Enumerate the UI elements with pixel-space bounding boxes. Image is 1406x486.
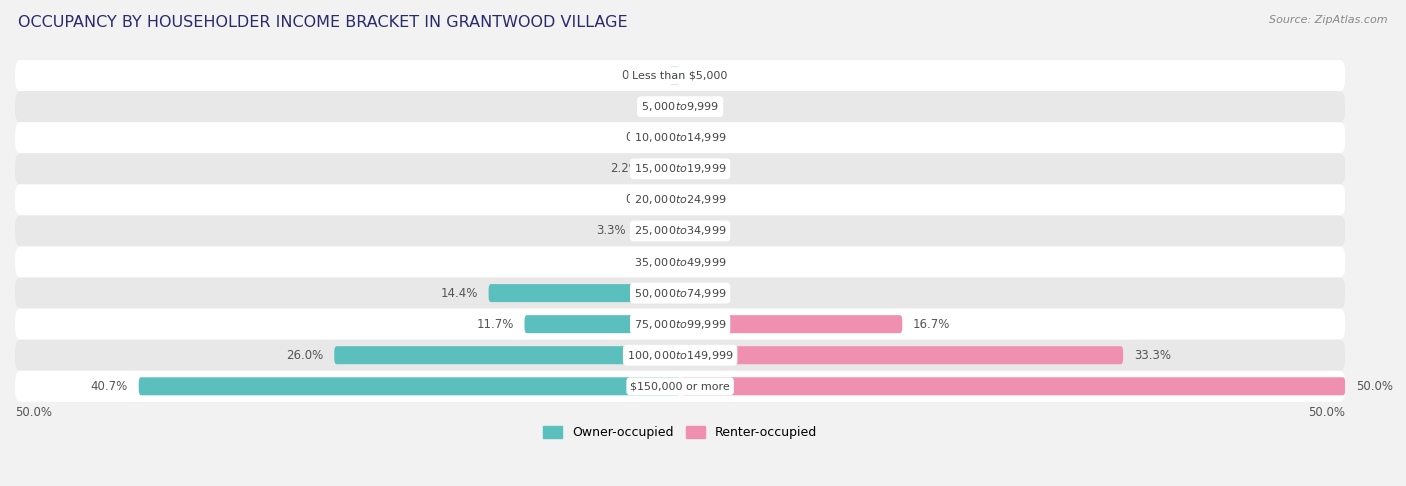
- FancyBboxPatch shape: [637, 222, 681, 240]
- Text: 0.0%: 0.0%: [686, 162, 717, 175]
- Text: 0.0%: 0.0%: [686, 225, 717, 238]
- Text: 50.0%: 50.0%: [1355, 380, 1393, 393]
- FancyBboxPatch shape: [15, 371, 1346, 402]
- Text: 0.54%: 0.54%: [626, 193, 662, 207]
- Text: 16.7%: 16.7%: [912, 318, 950, 330]
- Text: $10,000 to $14,999: $10,000 to $14,999: [634, 131, 727, 144]
- Text: Less than $5,000: Less than $5,000: [633, 70, 728, 81]
- FancyBboxPatch shape: [15, 122, 1346, 153]
- FancyBboxPatch shape: [651, 160, 681, 178]
- Text: Source: ZipAtlas.com: Source: ZipAtlas.com: [1270, 15, 1388, 25]
- Text: $50,000 to $74,999: $50,000 to $74,999: [634, 287, 727, 299]
- Text: 0.0%: 0.0%: [686, 69, 717, 82]
- Text: $75,000 to $99,999: $75,000 to $99,999: [634, 318, 727, 330]
- FancyBboxPatch shape: [15, 309, 1346, 340]
- FancyBboxPatch shape: [139, 377, 681, 395]
- Text: $25,000 to $34,999: $25,000 to $34,999: [634, 225, 727, 238]
- Text: 0.0%: 0.0%: [686, 131, 717, 144]
- FancyBboxPatch shape: [681, 377, 1346, 395]
- Text: 3.3%: 3.3%: [596, 225, 626, 238]
- FancyBboxPatch shape: [15, 184, 1346, 215]
- Text: 33.3%: 33.3%: [1133, 349, 1171, 362]
- Text: 0.0%: 0.0%: [686, 193, 717, 207]
- Text: 50.0%: 50.0%: [15, 405, 52, 418]
- Text: OCCUPANCY BY HOUSEHOLDER INCOME BRACKET IN GRANTWOOD VILLAGE: OCCUPANCY BY HOUSEHOLDER INCOME BRACKET …: [18, 15, 628, 30]
- FancyBboxPatch shape: [673, 191, 681, 209]
- Text: 40.7%: 40.7%: [91, 380, 128, 393]
- Text: 11.7%: 11.7%: [477, 318, 513, 330]
- FancyBboxPatch shape: [15, 153, 1346, 184]
- Text: 0.81%: 0.81%: [621, 69, 659, 82]
- Text: $35,000 to $49,999: $35,000 to $49,999: [634, 256, 727, 269]
- Text: $100,000 to $149,999: $100,000 to $149,999: [627, 349, 734, 362]
- Text: 50.0%: 50.0%: [1308, 405, 1346, 418]
- Legend: Owner-occupied, Renter-occupied: Owner-occupied, Renter-occupied: [538, 421, 823, 444]
- Text: $15,000 to $19,999: $15,000 to $19,999: [634, 162, 727, 175]
- Text: $150,000 or more: $150,000 or more: [630, 382, 730, 391]
- FancyBboxPatch shape: [488, 284, 681, 302]
- Text: 0.0%: 0.0%: [686, 287, 717, 299]
- FancyBboxPatch shape: [669, 67, 681, 85]
- FancyBboxPatch shape: [673, 129, 681, 147]
- FancyBboxPatch shape: [15, 340, 1346, 371]
- Text: $20,000 to $24,999: $20,000 to $24,999: [634, 193, 727, 207]
- Text: 0.54%: 0.54%: [626, 131, 662, 144]
- FancyBboxPatch shape: [335, 346, 681, 364]
- FancyBboxPatch shape: [15, 246, 1346, 278]
- FancyBboxPatch shape: [15, 60, 1346, 91]
- FancyBboxPatch shape: [15, 215, 1346, 246]
- FancyBboxPatch shape: [681, 315, 903, 333]
- FancyBboxPatch shape: [15, 278, 1346, 309]
- Text: 0.0%: 0.0%: [644, 256, 673, 269]
- FancyBboxPatch shape: [15, 91, 1346, 122]
- Text: 0.0%: 0.0%: [686, 256, 717, 269]
- Text: 0.0%: 0.0%: [644, 100, 673, 113]
- Text: 2.2%: 2.2%: [610, 162, 640, 175]
- FancyBboxPatch shape: [524, 315, 681, 333]
- Text: 26.0%: 26.0%: [287, 349, 323, 362]
- Text: 0.0%: 0.0%: [686, 100, 717, 113]
- Text: $5,000 to $9,999: $5,000 to $9,999: [641, 100, 720, 113]
- FancyBboxPatch shape: [681, 346, 1123, 364]
- Text: 14.4%: 14.4%: [440, 287, 478, 299]
